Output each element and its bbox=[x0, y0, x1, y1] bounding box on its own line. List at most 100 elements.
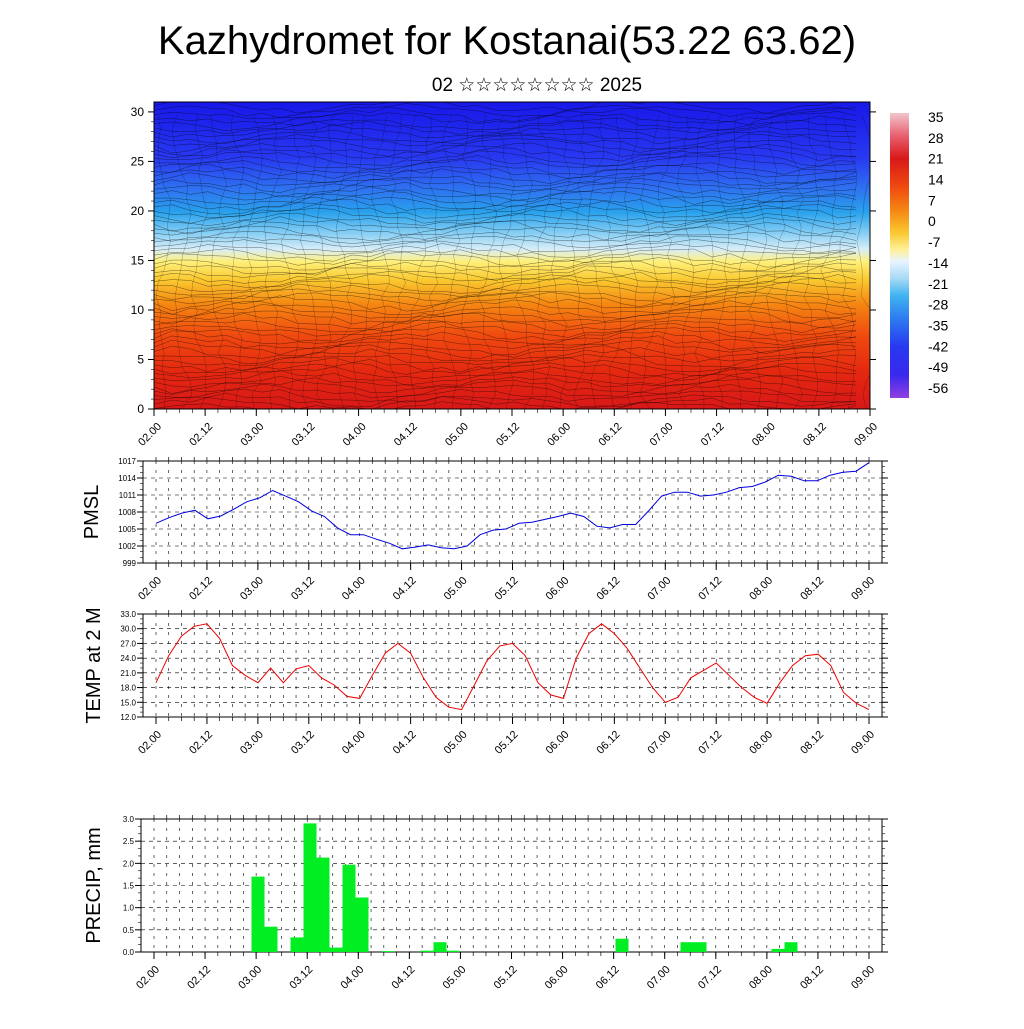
x-tick-label: 03.12 bbox=[287, 964, 315, 992]
streamline-vertical bbox=[281, 114, 301, 409]
y-tick-label: 1005 bbox=[118, 525, 136, 534]
y-axis-label: TEMP at 2 M bbox=[83, 607, 105, 723]
streamline bbox=[154, 330, 857, 346]
y-tick-label: 1014 bbox=[118, 474, 136, 483]
streamline bbox=[154, 388, 857, 403]
y-tick-label: 0.5 bbox=[123, 926, 135, 935]
precip-bar bbox=[433, 942, 447, 952]
x-tick-label: 08.00 bbox=[747, 964, 775, 992]
colorbar-label: -35 bbox=[928, 317, 948, 333]
precip-bar bbox=[420, 950, 434, 952]
streamline bbox=[154, 146, 856, 162]
streamline bbox=[154, 172, 857, 187]
streamline-vertical bbox=[316, 114, 335, 409]
streamline bbox=[154, 319, 857, 333]
colorbar-label: 7 bbox=[928, 192, 936, 208]
streamline bbox=[154, 220, 857, 236]
x-tick-label: 07.00 bbox=[645, 964, 673, 992]
y-tick-label: 21.0 bbox=[120, 669, 136, 678]
x-tick-label: 04.12 bbox=[391, 729, 419, 757]
streamline-vertical bbox=[191, 114, 209, 409]
streamline-vertical bbox=[856, 114, 870, 409]
series-line bbox=[155, 462, 870, 550]
streamline-vertical bbox=[461, 114, 477, 409]
streamline bbox=[154, 248, 857, 262]
streamline-vertical bbox=[694, 114, 714, 409]
streamline bbox=[154, 190, 857, 206]
x-tick-label: 09.00 bbox=[849, 964, 877, 992]
streamline bbox=[154, 278, 857, 294]
streamline bbox=[154, 383, 857, 398]
y-tick-label: 12.0 bbox=[120, 713, 136, 722]
streamline-vertical bbox=[477, 114, 498, 409]
streamline bbox=[154, 155, 857, 170]
streamline bbox=[154, 142, 857, 158]
x-tick-label: 04.12 bbox=[390, 964, 418, 992]
x-tick-label: 06.12 bbox=[596, 421, 624, 449]
streamline bbox=[154, 326, 857, 342]
streamline bbox=[154, 366, 857, 380]
streamline-vertical bbox=[537, 115, 552, 409]
streamline bbox=[154, 304, 857, 319]
streamline-vertical bbox=[230, 114, 245, 409]
x-tick-label: 06.00 bbox=[543, 964, 571, 992]
y-tick-label: 2.5 bbox=[123, 837, 135, 846]
x-tick-label: 05.12 bbox=[493, 729, 521, 757]
x-tick-label: 07.00 bbox=[645, 575, 673, 603]
y-tick-label: 10 bbox=[131, 303, 145, 317]
x-tick-label: 04.00 bbox=[338, 964, 366, 992]
y-tick-label: 5 bbox=[137, 352, 144, 366]
streamline bbox=[154, 231, 857, 246]
x-tick-label: 04.00 bbox=[340, 575, 368, 603]
y-tick-label: 25 bbox=[131, 154, 145, 168]
x-tick-label: 03.00 bbox=[238, 575, 266, 603]
x-tick-label: 09.00 bbox=[849, 575, 877, 603]
streamline bbox=[154, 207, 857, 224]
streamline-vertical bbox=[409, 114, 426, 409]
precip-bar bbox=[264, 926, 278, 952]
precip-bar bbox=[290, 937, 304, 952]
x-tick-label: 03.00 bbox=[238, 729, 266, 757]
x-tick-label: 06.12 bbox=[595, 575, 623, 603]
colorbar-label: 21 bbox=[928, 151, 944, 167]
streamline bbox=[154, 168, 857, 184]
streamline-vertical bbox=[571, 114, 586, 409]
streamline bbox=[154, 251, 857, 268]
precip-bar bbox=[316, 857, 330, 952]
streamline-vertical bbox=[352, 114, 370, 409]
streamline bbox=[154, 225, 857, 241]
y-axis-label: PMSL bbox=[81, 485, 103, 539]
plot-frame bbox=[142, 613, 883, 718]
streamline bbox=[154, 138, 857, 154]
x-tick-label: 06.00 bbox=[544, 575, 572, 603]
y-tick-label: 15 bbox=[131, 253, 145, 267]
x-tick-label: 07.12 bbox=[699, 421, 727, 449]
y-tick-label: 18.0 bbox=[120, 684, 136, 693]
streamline bbox=[154, 133, 857, 150]
precip-bar bbox=[355, 897, 369, 952]
streamline bbox=[154, 181, 857, 198]
streamline-vertical bbox=[766, 114, 786, 409]
streamline bbox=[154, 115, 857, 131]
x-tick-label: 07.00 bbox=[648, 421, 676, 449]
streamline-vertical bbox=[515, 114, 535, 409]
x-tick-label: 08.12 bbox=[798, 964, 826, 992]
y-axis-label: PRECIP, mm bbox=[83, 827, 105, 943]
streamline bbox=[154, 111, 857, 125]
streamline bbox=[154, 120, 857, 135]
streamline-vertical bbox=[442, 114, 461, 409]
streamline-vertical bbox=[388, 114, 406, 409]
x-tick-label: 03.12 bbox=[289, 575, 317, 603]
streamline bbox=[154, 309, 857, 325]
x-tick-label: 06.12 bbox=[595, 729, 623, 757]
x-tick-label: 07.12 bbox=[696, 575, 724, 603]
x-tick-label: 08.00 bbox=[747, 729, 775, 757]
streamline-vertical bbox=[210, 114, 228, 409]
streamline bbox=[154, 269, 857, 286]
colorbar: 35 28 21 14 7 0 -7 -14 -21 -28 -35 -42 -49 -56 bbox=[890, 109, 948, 398]
x-tick-label: 05.12 bbox=[492, 964, 520, 992]
x-tick-label: 04.12 bbox=[391, 575, 419, 603]
x-tick-label: 02.12 bbox=[187, 729, 215, 757]
streamline bbox=[154, 260, 857, 275]
